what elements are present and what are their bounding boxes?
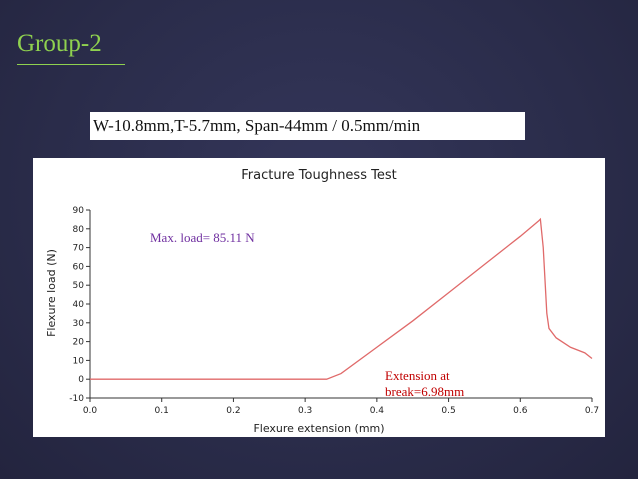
x-tick-label: 0.0 (83, 406, 98, 416)
chart-title: Fracture Toughness Test (241, 168, 396, 183)
x-tick-label: 0.1 (155, 406, 169, 416)
data-line (90, 217, 593, 380)
slide-title: Group-2 (17, 30, 102, 57)
y-tick-label: 0 (78, 375, 84, 385)
y-tick-label: 80 (73, 225, 85, 235)
x-axis-label: Flexure extension (mm) (253, 422, 384, 435)
x-tick-label: 0.7 (585, 406, 599, 416)
test-parameters: W-10.8mm,T-5.7mm, Span-44mm / 0.5mm/min (90, 112, 525, 140)
x-tick-label: 0.4 (370, 406, 385, 416)
annotation: Max. load= 85.11 N (150, 230, 255, 245)
y-tick-label: 90 (73, 206, 85, 216)
x-tick-label: 0.3 (298, 406, 312, 416)
x-tick-label: 0.6 (513, 406, 528, 416)
x-tick-label: 0.5 (441, 406, 455, 416)
y-tick-label: 50 (73, 281, 85, 291)
y-tick-label: 20 (73, 338, 85, 348)
chart: Fracture Toughness Test Flexure extensio… (45, 168, 599, 435)
y-tick-label: 70 (73, 244, 85, 254)
y-axis-label: Flexure load (N) (45, 249, 58, 337)
title-underline (17, 64, 125, 65)
y-tick-label: -10 (69, 394, 84, 404)
y-tick-label: 40 (73, 300, 85, 310)
y-tick-label: 30 (73, 319, 85, 329)
y-tick-label: 10 (73, 356, 85, 366)
chart-panel: Fracture Toughness Test Flexure extensio… (33, 158, 605, 437)
annotation: Extension at break=6.98mm (385, 368, 465, 399)
x-tick-label: 0.2 (226, 406, 240, 416)
y-tick-label: 60 (73, 262, 85, 272)
